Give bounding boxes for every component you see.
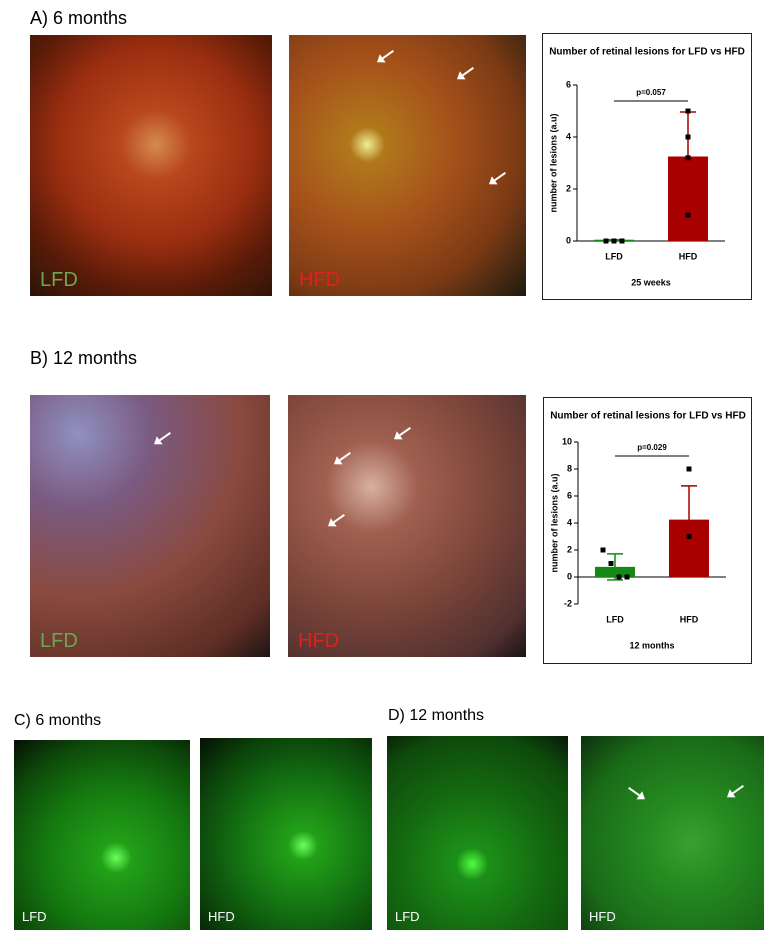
arrow: [728, 785, 744, 797]
fundus-photo: LFD: [30, 395, 270, 657]
photo-label: HFD: [298, 630, 340, 652]
chart: Number of retinal lesions for LFD vs HFD…: [549, 411, 746, 651]
x-tick-label: HFD: [680, 614, 699, 624]
x-tick-label: LFD: [605, 251, 623, 261]
error-bar: [607, 553, 623, 581]
p-value: p=0.057: [636, 88, 666, 97]
data-point: [685, 212, 691, 218]
y-tick-label: 2: [566, 183, 571, 193]
arrow: [490, 172, 506, 184]
y-tick-label: 2: [567, 544, 572, 554]
section-heading: D) 12 months: [388, 707, 485, 724]
y-tick-label: 4: [567, 517, 572, 527]
photo-label: LFD: [40, 630, 78, 652]
data-point: [600, 547, 606, 553]
section-heading: A) 6 months: [30, 8, 128, 28]
data-point: [611, 238, 617, 244]
angiogram: HFD: [581, 736, 764, 930]
photo-label: LFD: [40, 269, 78, 291]
y-tick-label: 6: [567, 490, 572, 500]
data-point: [686, 466, 692, 472]
p-value: p=0.029: [637, 443, 667, 452]
x-tick-label: LFD: [606, 614, 624, 624]
chart-box: Number of retinal lesions for LFD vs HFD…: [543, 397, 752, 664]
chart-title: Number of retinal lesions for LFD vs HFD: [550, 411, 746, 422]
photo-label: LFD: [395, 909, 420, 924]
data-point: [624, 574, 630, 580]
data-point: [685, 134, 691, 140]
data-point: [619, 238, 625, 244]
data-point: [616, 574, 622, 580]
y-tick-label: 8: [567, 463, 572, 473]
x-axis-label: 25 weeks: [631, 277, 671, 287]
y-tick-label: 4: [566, 131, 571, 141]
arrow: [335, 452, 351, 464]
data-point: [686, 534, 692, 539]
section-heading: C) 6 months: [14, 712, 102, 729]
data-point: [685, 155, 691, 161]
photo-label: HFD: [589, 909, 616, 924]
error-bar: [681, 485, 697, 555]
data-point: [603, 238, 609, 244]
section-heading: B) 12 months: [30, 348, 138, 368]
arrow: [155, 432, 171, 444]
photo-label: LFD: [22, 909, 47, 924]
chart-title: Number of retinal lesions for LFD vs HFD: [549, 47, 745, 58]
arrow: [378, 50, 394, 62]
data-point: [608, 561, 614, 566]
x-tick-label: HFD: [679, 251, 698, 261]
y-tick-label: 0: [567, 571, 572, 581]
angiogram: LFD: [387, 736, 568, 930]
angiogram: LFD: [14, 740, 190, 930]
fundus-photo: HFD: [289, 35, 526, 296]
arrow: [329, 514, 345, 526]
x-axis-label: 12 months: [629, 640, 674, 650]
fundus-photo: HFD: [288, 395, 526, 657]
y-tick-label: -2: [564, 598, 572, 608]
photo-label: HFD: [299, 269, 341, 291]
chart: Number of retinal lesions for LFD vs HFD…: [548, 47, 745, 288]
arrow: [395, 427, 411, 439]
angiogram: HFD: [200, 738, 372, 930]
y-tick-label: 6: [566, 79, 571, 89]
y-axis-label: number of lesions (a.u): [548, 113, 558, 212]
photo-label: HFD: [208, 909, 235, 924]
y-tick-label: 0: [566, 235, 571, 245]
chart-box: Number of retinal lesions for LFD vs HFD…: [542, 33, 752, 300]
y-axis-label: number of lesions (a.u): [549, 473, 559, 572]
arrow: [628, 787, 644, 799]
y-tick-label: 10: [562, 436, 572, 446]
data-point: [685, 108, 691, 114]
arrow: [458, 67, 474, 79]
fundus-photo: LFD: [30, 35, 272, 296]
